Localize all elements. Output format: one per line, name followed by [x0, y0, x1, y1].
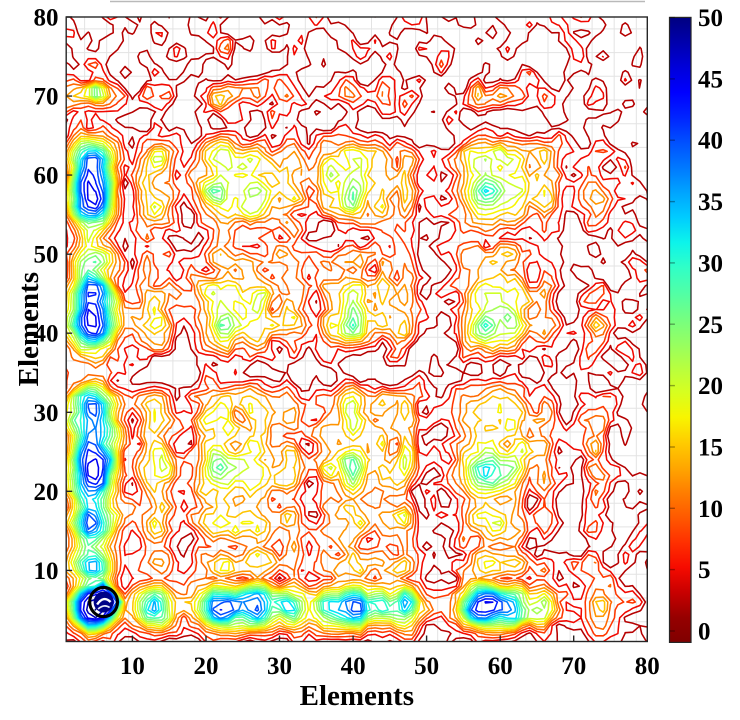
- svg-text:10: 10: [34, 558, 59, 585]
- svg-text:0: 0: [698, 619, 711, 646]
- svg-text:50: 50: [414, 653, 439, 680]
- svg-text:25: 25: [698, 312, 723, 339]
- svg-text:70: 70: [34, 84, 59, 111]
- svg-text:30: 30: [267, 653, 292, 680]
- svg-text:Elements: Elements: [300, 680, 414, 712]
- svg-text:10: 10: [698, 496, 723, 523]
- svg-text:50: 50: [34, 242, 59, 269]
- svg-text:60: 60: [34, 163, 59, 190]
- svg-text:60: 60: [488, 653, 513, 680]
- svg-text:10: 10: [120, 653, 145, 680]
- svg-text:80: 80: [34, 5, 59, 32]
- svg-text:20: 20: [34, 479, 59, 506]
- svg-text:20: 20: [194, 653, 219, 680]
- svg-text:30: 30: [698, 250, 723, 277]
- svg-text:40: 40: [698, 128, 723, 155]
- svg-text:40: 40: [341, 653, 366, 680]
- svg-text:5: 5: [698, 557, 711, 584]
- svg-text:35: 35: [698, 189, 723, 216]
- svg-text:20: 20: [698, 373, 723, 400]
- svg-text:80: 80: [635, 653, 660, 680]
- svg-text:40: 40: [34, 321, 59, 348]
- svg-text:Elements: Elements: [13, 272, 45, 386]
- svg-text:50: 50: [698, 5, 723, 32]
- svg-text:45: 45: [698, 66, 723, 93]
- svg-text:30: 30: [34, 400, 59, 427]
- svg-text:15: 15: [698, 435, 723, 462]
- svg-text:70: 70: [561, 653, 586, 680]
